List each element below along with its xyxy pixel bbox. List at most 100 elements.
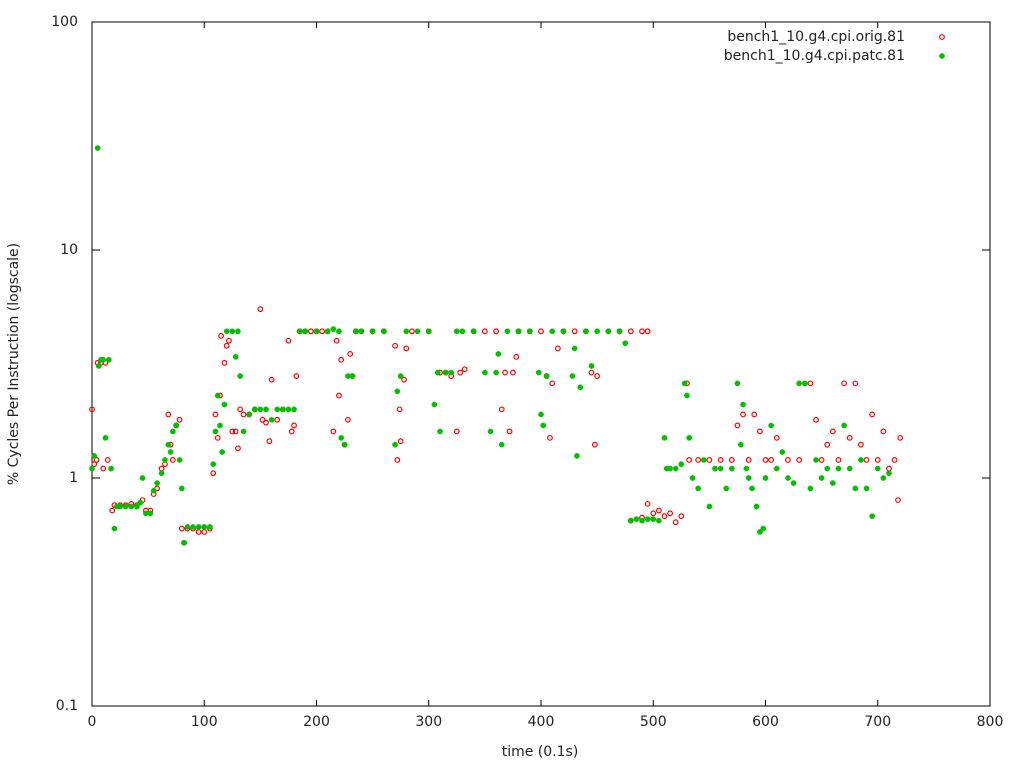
data-point [333, 337, 340, 344]
data-point [100, 465, 107, 472]
data-point [574, 453, 580, 459]
data-point [734, 422, 741, 429]
data-point [147, 510, 154, 517]
data-point [897, 434, 904, 441]
data-point [737, 441, 744, 448]
data-point [392, 342, 398, 349]
data-point [577, 384, 584, 391]
data-point [835, 465, 842, 472]
data-point [291, 406, 297, 413]
data-point [352, 328, 359, 335]
data-point [150, 487, 157, 494]
data-point [796, 457, 803, 463]
data-point [841, 422, 847, 429]
data-point [167, 449, 174, 455]
x-tick-label: 500 [640, 714, 667, 730]
data-point [768, 422, 774, 429]
data-point [773, 434, 780, 441]
data-point [695, 485, 702, 492]
data-point [251, 406, 258, 413]
data-point [214, 392, 221, 399]
data-point [401, 376, 407, 383]
data-point [104, 457, 111, 463]
data-point [176, 416, 183, 423]
data-point [504, 328, 511, 335]
data-point [880, 475, 887, 481]
data-point [686, 457, 693, 463]
data-point [232, 428, 239, 435]
data-point [571, 328, 578, 335]
data-point [506, 428, 513, 435]
y-tick-label: 1 [69, 470, 78, 486]
data-point [852, 380, 859, 387]
data-point [863, 485, 870, 492]
data-point [442, 369, 449, 376]
data-point [535, 369, 542, 376]
data-point [102, 435, 109, 441]
data-point [740, 401, 746, 408]
x-tick-label: 300 [415, 714, 442, 730]
data-point [863, 457, 870, 463]
data-point [381, 328, 387, 335]
data-point [345, 416, 351, 423]
legend-marker [939, 34, 945, 40]
data-point [235, 328, 241, 335]
legend-marker [939, 53, 945, 59]
data-point [785, 475, 791, 481]
data-point [588, 363, 595, 369]
data-point [279, 406, 286, 413]
data-point [184, 524, 191, 530]
data-point [835, 457, 842, 463]
data-point [434, 369, 441, 376]
data-point [397, 373, 404, 379]
data-point [89, 465, 95, 472]
x-tick-label: 700 [864, 714, 891, 730]
data-point [349, 373, 356, 379]
data-point [549, 380, 556, 387]
data-point [394, 457, 401, 463]
data-point [895, 497, 901, 503]
data-point [547, 434, 553, 441]
data-point [672, 465, 679, 472]
data-point [502, 369, 508, 376]
data-point [846, 434, 853, 441]
x-tick-label: 400 [528, 714, 555, 730]
data-point [448, 369, 455, 376]
data-point [268, 376, 275, 383]
data-point [134, 503, 140, 510]
data-point [274, 416, 281, 423]
data-point [869, 411, 876, 418]
data-point [240, 411, 247, 418]
data-point [773, 465, 780, 472]
data-point [158, 470, 165, 477]
data-point [274, 406, 281, 413]
data-point [91, 461, 98, 468]
data-point [858, 441, 864, 448]
data-point [91, 453, 98, 459]
data-point [644, 328, 651, 335]
data-point [734, 380, 741, 387]
data-point [396, 406, 403, 413]
data-point [633, 516, 640, 522]
data-point [667, 465, 673, 472]
data-point [655, 507, 662, 514]
data-point [403, 328, 410, 335]
data-point [425, 328, 432, 335]
data-point [785, 457, 791, 463]
data-point [288, 428, 295, 435]
data-point [569, 373, 576, 379]
data-point [740, 411, 746, 418]
data-point [760, 525, 767, 532]
data-point [830, 480, 836, 486]
data-point [858, 457, 864, 463]
data-point [470, 328, 477, 335]
data-point [89, 406, 95, 413]
data-point [689, 475, 696, 481]
data-point [437, 428, 443, 435]
data-point [338, 435, 345, 441]
data-point [672, 519, 679, 526]
data-point [757, 529, 763, 535]
data-point [829, 428, 836, 435]
data-point [94, 145, 101, 151]
data-point [358, 328, 365, 335]
